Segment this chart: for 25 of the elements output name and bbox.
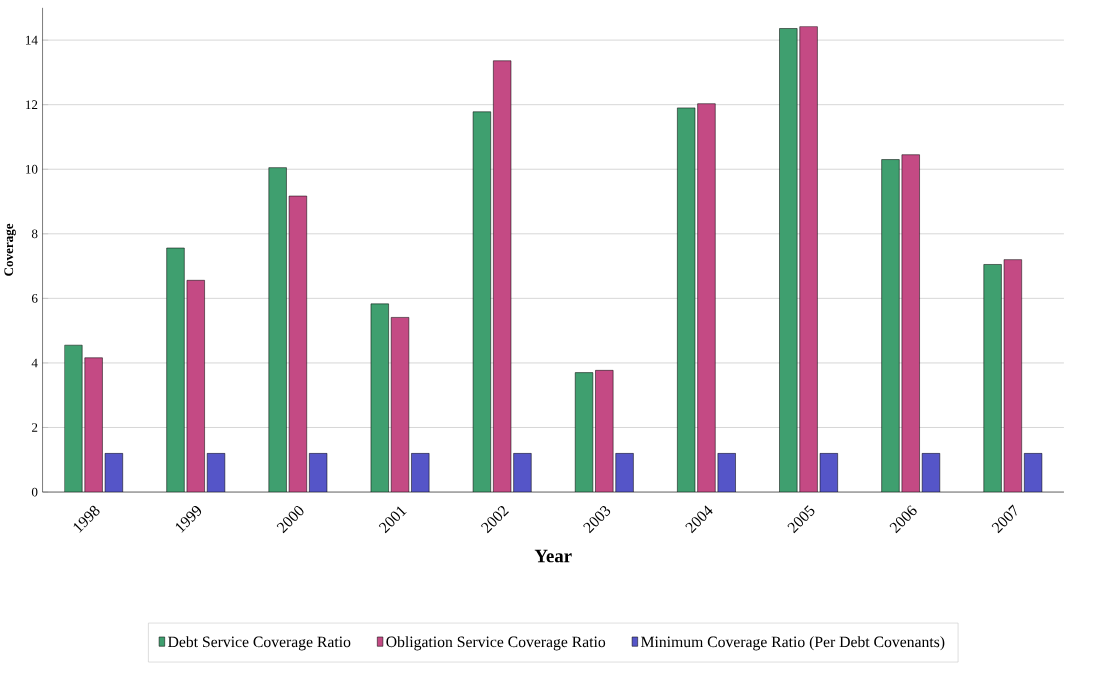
y-tick-label: 0 xyxy=(31,487,38,497)
bar xyxy=(391,317,409,492)
bar xyxy=(289,195,307,492)
bar xyxy=(186,280,205,492)
x-tick-label: 2001 xyxy=(378,506,407,534)
y-tick-label: 14 xyxy=(26,35,38,45)
x-axis-title: Year xyxy=(534,549,572,563)
bar xyxy=(84,357,103,492)
bar xyxy=(1003,259,1022,492)
legend-label: Obligation Service Coverage Ratio xyxy=(386,635,606,651)
legend-label: Minimum Coverage Ratio (Per Debt Covenants) xyxy=(641,635,945,651)
y-tick-label: 2 xyxy=(31,423,38,432)
bar xyxy=(493,60,511,492)
bar xyxy=(615,453,634,492)
legend-label: Debt Service Coverage Ratio xyxy=(168,635,351,651)
bar xyxy=(513,453,532,492)
bar xyxy=(697,103,716,492)
y-axis-title: Coverage xyxy=(4,223,16,276)
y-tick-label: 6 xyxy=(31,293,38,303)
y-tick-label: 8 xyxy=(31,229,38,239)
bar xyxy=(799,26,818,492)
y-tick-label: 10 xyxy=(26,164,38,174)
y-tick-label: 4 xyxy=(31,358,38,368)
y-tick-label: 12 xyxy=(26,100,38,109)
bar xyxy=(901,154,920,492)
